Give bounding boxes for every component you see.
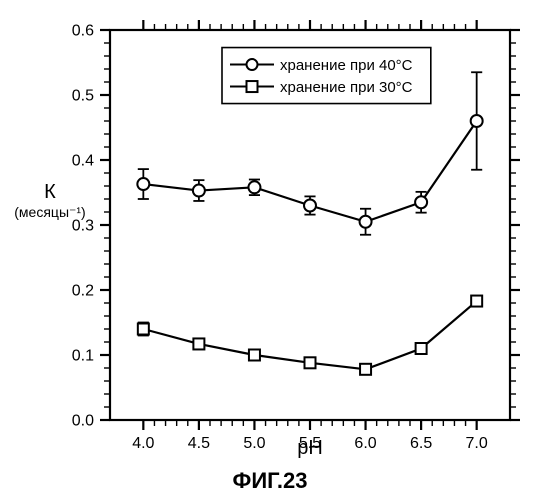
marker-circle: [193, 185, 205, 197]
marker-square: [416, 343, 427, 354]
ytick-label: 0.4: [72, 153, 94, 170]
ytick-label: 0.6: [72, 23, 94, 40]
marker-square: [193, 338, 204, 349]
y-axis-label: К (месяцы⁻¹): [6, 182, 94, 220]
marker-circle: [247, 59, 258, 70]
figure-caption: ФИГ.23: [0, 468, 540, 494]
marker-circle: [248, 181, 260, 193]
marker-square: [247, 81, 258, 92]
marker-circle: [137, 178, 149, 190]
marker-square: [305, 357, 316, 368]
x-axis-label: pH: [0, 437, 540, 460]
chart-svg: 4.04.55.05.56.06.57.00.00.10.20.30.40.50…: [0, 0, 540, 460]
y-axis-label-bottom: (месяцы⁻¹): [6, 205, 94, 220]
marker-square: [249, 350, 260, 361]
marker-circle: [304, 200, 316, 212]
marker-square: [471, 296, 482, 307]
legend-label: хранение при 40°С: [280, 57, 413, 74]
marker-square: [360, 364, 371, 375]
y-axis-label-top: К: [44, 181, 56, 203]
ytick-label: 0.3: [72, 218, 94, 235]
chart-container: К (месяцы⁻¹) 4.04.55.05.56.06.57.00.00.1…: [0, 0, 540, 500]
marker-circle: [415, 196, 427, 208]
marker-circle: [360, 216, 372, 228]
legend-label: хранение при 30°С: [280, 79, 413, 96]
legend: хранение при 40°С хранение при 30°С: [222, 48, 431, 104]
series-s30: [138, 296, 482, 375]
marker-square: [138, 324, 149, 335]
ytick-label: 0.2: [72, 283, 94, 300]
ytick-label: 0.5: [72, 88, 94, 105]
ytick-label: 0.0: [72, 413, 94, 430]
ytick-label: 0.1: [72, 348, 94, 365]
marker-circle: [471, 115, 483, 127]
